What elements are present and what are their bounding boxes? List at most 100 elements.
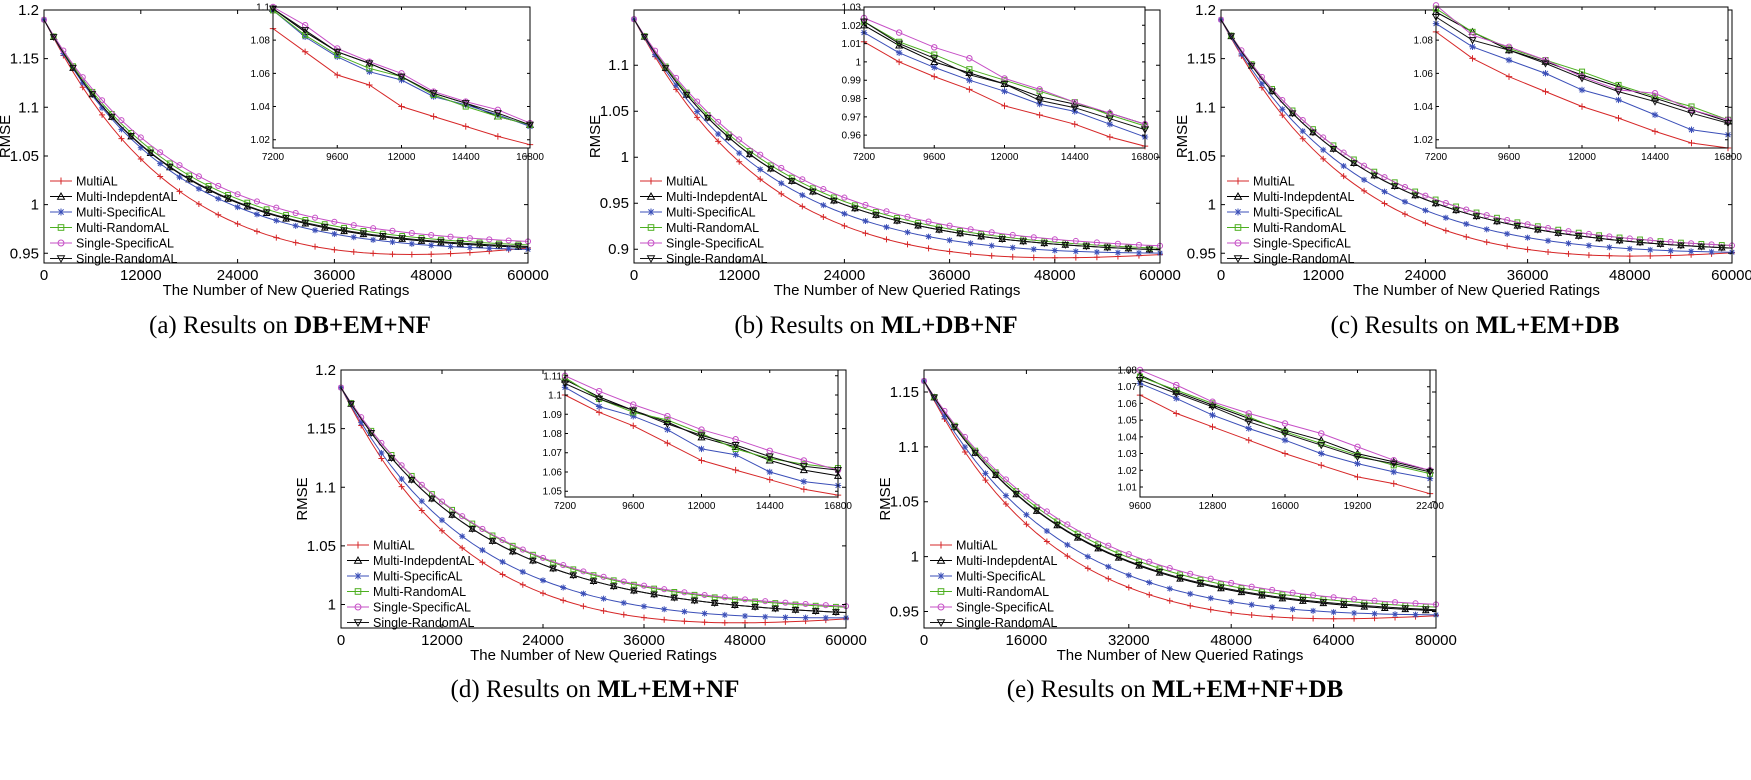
series-marker: [1442, 227, 1449, 234]
series-marker: [1289, 589, 1296, 596]
series-marker: [1656, 241, 1665, 248]
series-marker: [1064, 521, 1071, 528]
series-marker: [1269, 586, 1276, 593]
caption-dataset: ML+EM+NF: [597, 676, 739, 703]
series-marker: [1371, 610, 1378, 617]
series-marker: [519, 546, 526, 553]
series-marker: [1381, 174, 1388, 181]
legend-entry: Single-SpecificAL: [76, 237, 174, 251]
series-marker: [580, 603, 587, 610]
series-marker: [609, 583, 618, 591]
inset-y-tick-label: 1.06: [543, 467, 563, 478]
series-marker: [234, 220, 241, 227]
y-tick-label: 1.05: [600, 103, 629, 120]
inset-y-tick-label: 0.99: [842, 76, 862, 87]
series-marker: [1054, 518, 1061, 525]
series-marker: [1585, 242, 1592, 249]
series-marker: [479, 525, 486, 532]
series-marker: [243, 202, 252, 210]
series-marker: [1114, 554, 1123, 561]
series-marker: [107, 113, 116, 121]
series-marker: [721, 594, 728, 601]
y-tick-label: 0.95: [10, 245, 39, 262]
series-marker: [762, 598, 769, 605]
series-marker: [1009, 231, 1016, 239]
y-axis-label: RMSE: [587, 115, 604, 158]
inset-x-tick-label: 16800: [1714, 152, 1742, 163]
inset-series-marker: [1389, 457, 1398, 465]
series-marker: [1320, 146, 1327, 153]
legend-marker: [353, 619, 363, 628]
series-marker: [681, 618, 688, 625]
caption-prefix: (c): [1331, 312, 1365, 339]
series-marker: [253, 228, 260, 235]
legend-entry: Single-RandomAL: [666, 252, 767, 266]
legend-entry: Multi-SpecificAL: [373, 570, 463, 584]
inset-x-tick-label: 22400: [1416, 501, 1444, 512]
x-tick-label: 60000: [1711, 267, 1751, 284]
series-marker: [778, 190, 785, 197]
inset-x-tick-label: 16800: [1131, 152, 1159, 163]
series-marker: [925, 245, 932, 252]
series-marker: [1135, 562, 1143, 569]
series-marker: [99, 97, 106, 104]
series-marker: [387, 455, 396, 463]
series-marker: [1030, 234, 1037, 241]
inset-y-tick-label: 1.08: [1414, 36, 1434, 47]
series-marker: [1064, 541, 1071, 548]
series-line-multi-specifical: [923, 380, 1437, 616]
series-marker: [447, 243, 454, 250]
inset-series-marker: [697, 433, 706, 441]
x-tick-label: 24000: [522, 632, 564, 649]
x-tick-label: 12000: [1302, 267, 1344, 284]
inset-series-marker: [1615, 96, 1622, 104]
series-marker: [1103, 244, 1112, 252]
inset-y-tick-label: 1.02: [1414, 135, 1434, 146]
series-marker: [1105, 575, 1112, 582]
inset-series-marker: [1281, 436, 1289, 444]
inset-series-marker: [1390, 457, 1397, 464]
inset-series-marker: [1688, 139, 1695, 147]
inset-chart: 7200 9600 12000 14400 16800 1.02 1.04 1.06 1.08: [1414, 2, 1742, 163]
inset-y-tick-label: 1.04: [1414, 102, 1434, 113]
series-marker: [505, 245, 512, 252]
series-marker: [1082, 243, 1091, 251]
series-marker: [681, 589, 688, 596]
inset-series-marker: [430, 113, 437, 120]
series-marker: [519, 581, 526, 588]
legend-entry: Multi-SpecificAL: [666, 206, 756, 220]
inset-series-marker: [1505, 73, 1513, 80]
series-marker: [1310, 615, 1317, 622]
inset-y-tick-label: 1.04: [1118, 432, 1138, 443]
series-marker: [820, 186, 827, 193]
series-marker: [1094, 544, 1102, 552]
series-marker: [600, 595, 607, 602]
series-line-multi-specifical: [340, 387, 847, 619]
inset-series-marker: [1245, 425, 1252, 432]
inset-series-marker: [1035, 97, 1044, 105]
series-marker: [620, 578, 627, 585]
series-marker: [1247, 62, 1256, 70]
series-marker: [1401, 211, 1408, 218]
series-marker: [479, 547, 486, 554]
inset-series-marker: [1505, 56, 1513, 64]
series-marker: [312, 243, 319, 250]
series-marker: [1196, 580, 1205, 587]
series-marker: [967, 226, 974, 233]
series-marker: [224, 195, 232, 203]
series-marker: [529, 557, 537, 565]
inset-series-marker: [1577, 75, 1587, 83]
legend-entry: Multi-RandomAL: [666, 221, 759, 235]
series-marker: [486, 236, 493, 243]
series-marker: [1023, 511, 1030, 518]
inset-series-marker: [1173, 410, 1180, 417]
series-marker: [1051, 247, 1058, 254]
series-marker: [977, 233, 986, 241]
inset-x-tick-label: 12000: [1568, 152, 1596, 163]
inset-series-line-single-randomal: [863, 21, 1146, 131]
inset-series-marker: [664, 426, 671, 433]
series-marker: [1228, 579, 1235, 586]
inset-series-marker: [931, 64, 938, 71]
x-axis-label: The Number of New Queried Ratings: [163, 282, 410, 299]
